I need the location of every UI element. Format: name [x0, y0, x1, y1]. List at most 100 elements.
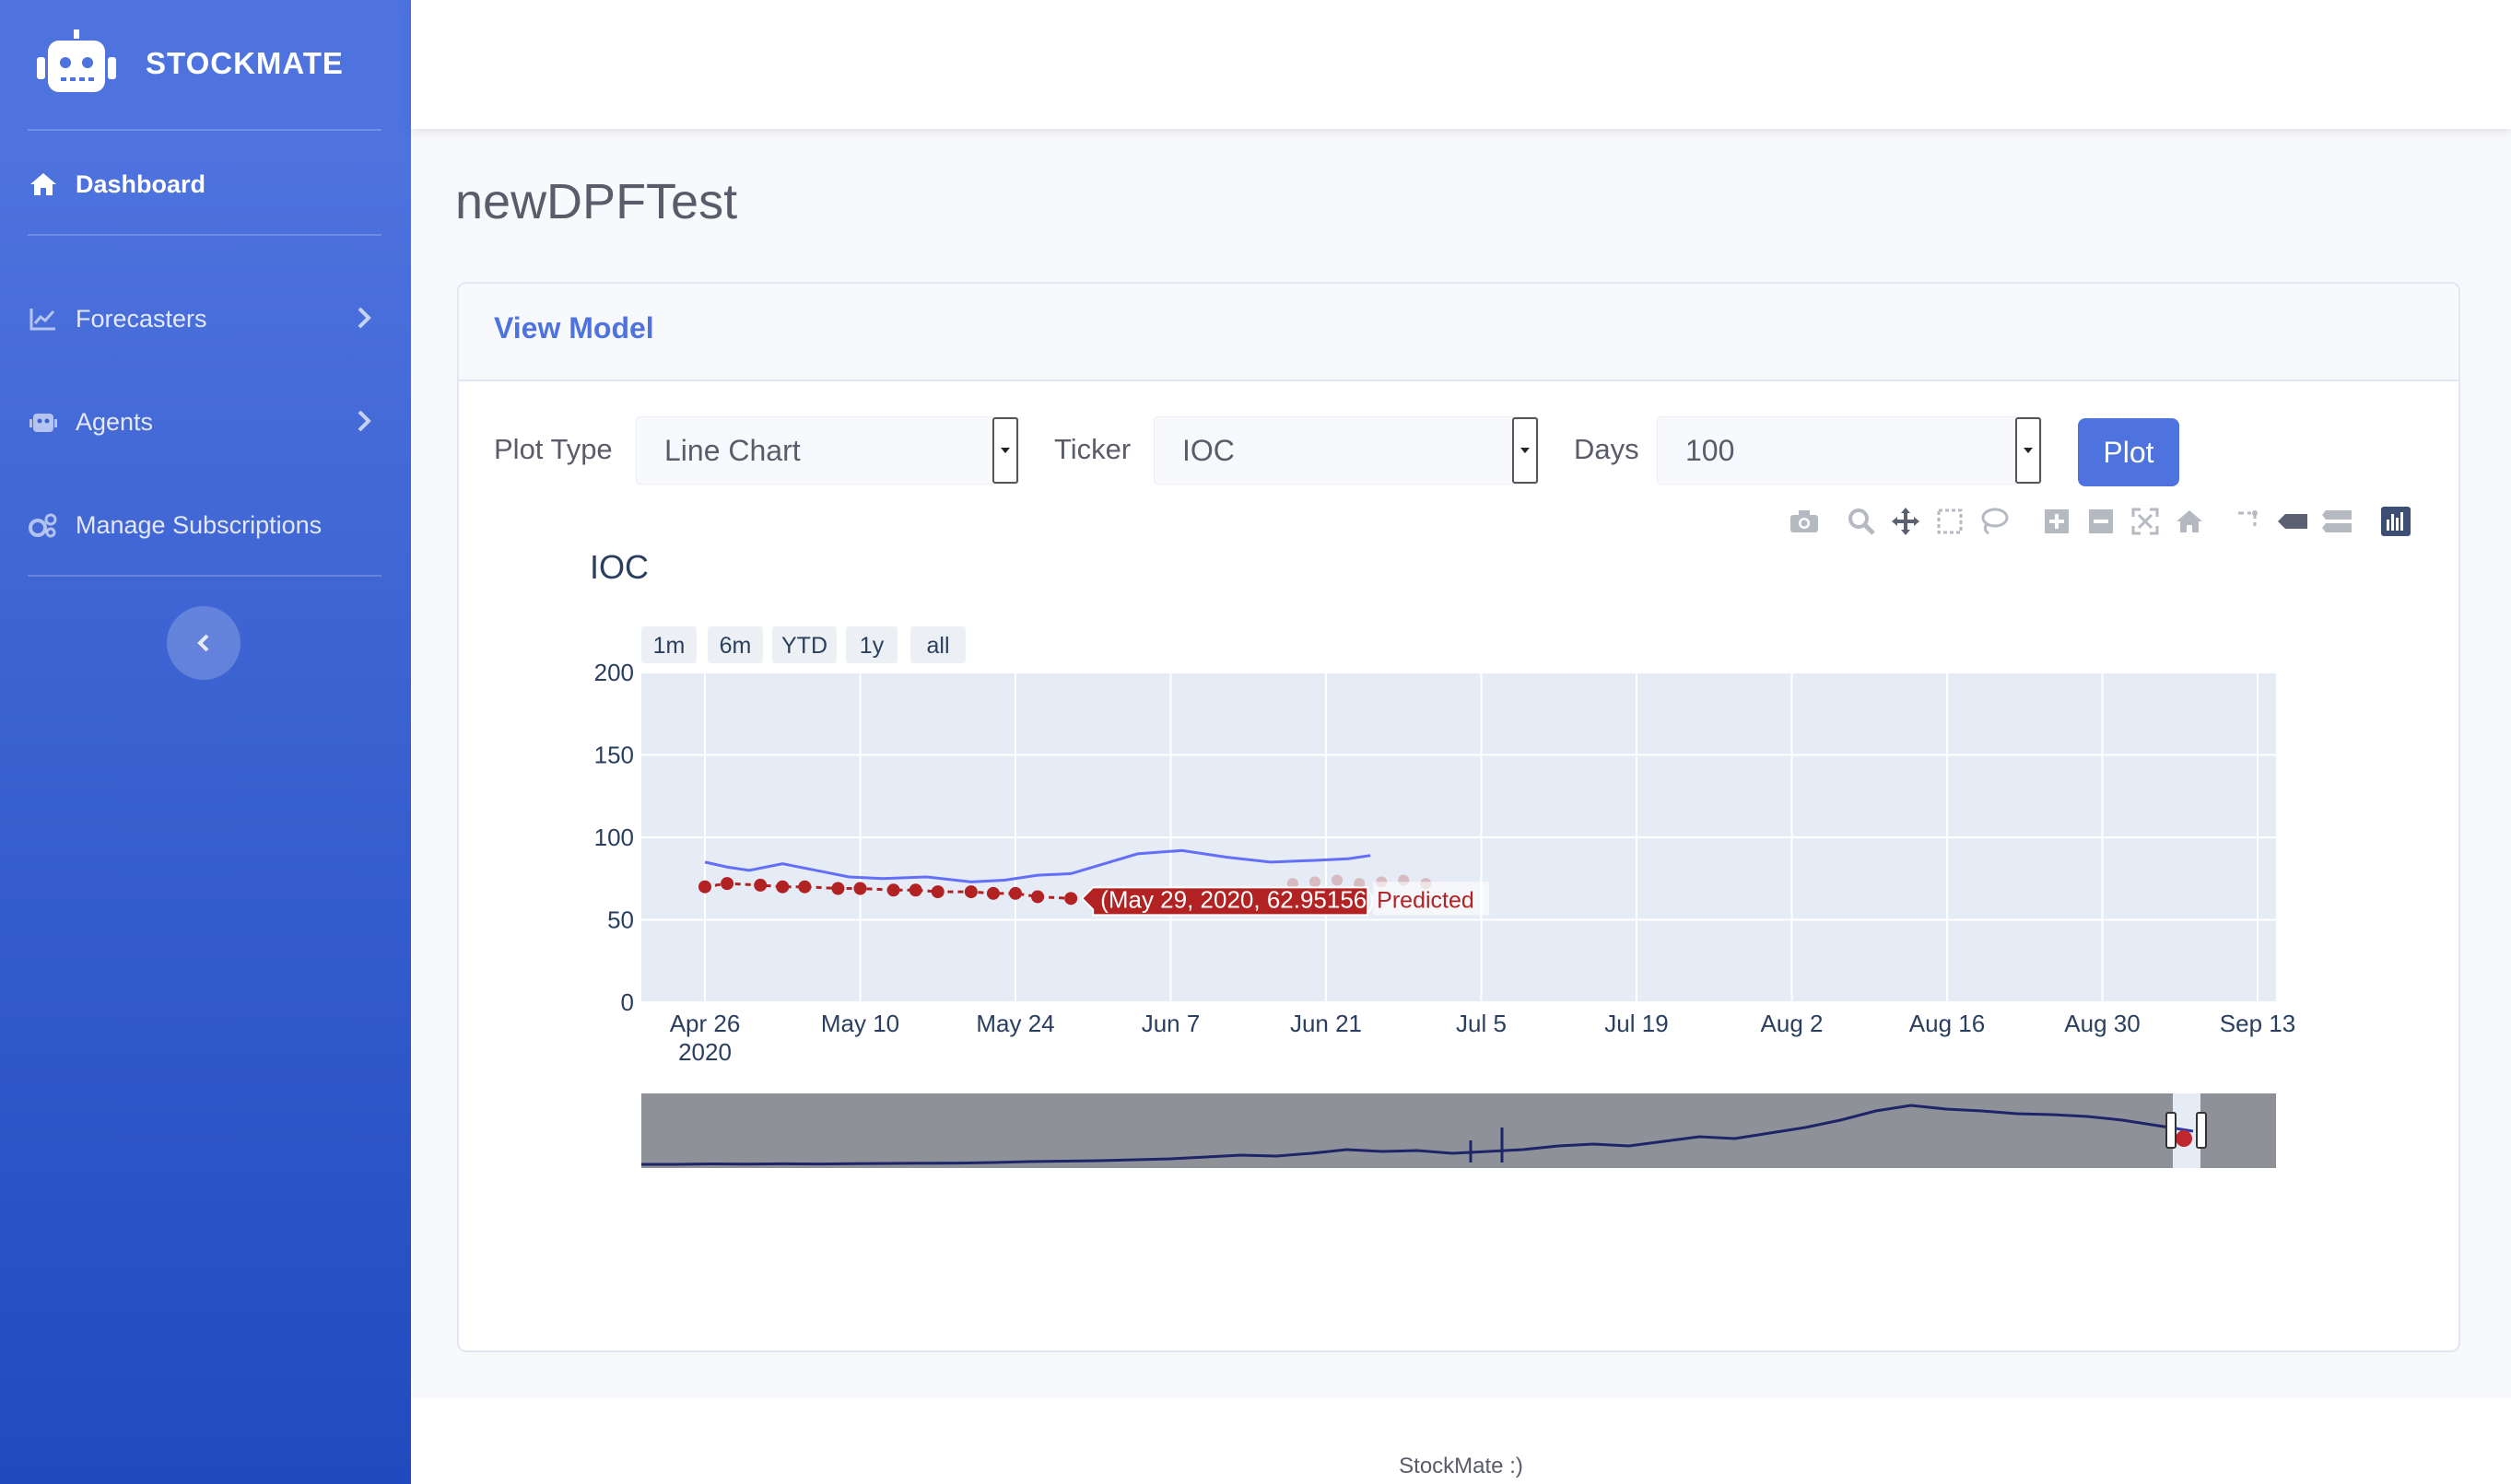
ticker-label: Ticker [1054, 433, 1132, 465]
rangeslider-mask-right [2200, 1093, 2276, 1168]
sidebar-item-forecasters[interactable]: Forecasters [28, 291, 381, 346]
range-button-bg [641, 626, 697, 663]
predicted-point[interactable] [986, 886, 1000, 900]
plot-type-value: Line Chart [664, 434, 801, 467]
predicted-point[interactable] [698, 880, 711, 894]
box-select-icon[interactable] [1933, 505, 1966, 538]
range-button-1m[interactable]: 1m [641, 626, 697, 663]
x-tick-label: Jun 7 [1142, 1010, 1201, 1037]
camera-icon[interactable] [1788, 505, 1821, 538]
x-tick-label: Jul 19 [1604, 1010, 1668, 1037]
chevron-right-icon [356, 306, 372, 336]
dropdown-arrow-icon [1512, 417, 1538, 484]
y-tick-label: 100 [594, 824, 634, 851]
sidebar-item-dashboard[interactable]: Dashboard [28, 157, 381, 212]
x-tick-label: Aug 16 [1909, 1010, 1985, 1037]
card-title: View Model [494, 311, 654, 345]
zoom-icon[interactable] [1845, 505, 1878, 538]
robot-icon [28, 408, 59, 436]
card-header: View Model [459, 284, 2458, 381]
chevron-left-icon [197, 634, 209, 652]
spike-lines-icon[interactable] [2232, 505, 2265, 538]
days-select[interactable]: 100 [1657, 416, 2042, 485]
predicted-point[interactable] [853, 882, 867, 895]
plot-button[interactable]: Plot [2078, 418, 2179, 486]
zoom-out-icon[interactable] [2084, 505, 2118, 538]
rangeslider-mask-left [641, 1093, 2173, 1168]
x-tick-label: Aug 2 [1761, 1010, 1824, 1037]
days-label: Days [1574, 433, 1639, 465]
brand-link[interactable]: STOCKMATE [37, 29, 344, 98]
predicted-point[interactable] [798, 880, 812, 894]
hover-series-name: Predicted [1377, 887, 1474, 913]
rangeslider-handle-right[interactable] [2196, 1112, 2207, 1149]
x-tick-label: Sep 13 [2220, 1010, 2295, 1037]
predicted-faded-point [1354, 878, 1366, 890]
predicted-point[interactable] [1009, 886, 1022, 900]
predicted-point[interactable] [831, 882, 845, 895]
zoom-in-icon[interactable] [2040, 505, 2073, 538]
predicted-point[interactable] [721, 877, 734, 891]
range-button-label: 1m [653, 633, 686, 659]
rangeslider-series-line [641, 1104, 2194, 1166]
brand-name: STOCKMATE [146, 46, 344, 80]
autoscale-icon[interactable] [2129, 505, 2162, 538]
dropdown-arrow-icon [992, 417, 1018, 484]
y-tick-label: 150 [594, 742, 634, 769]
hover-label-text: (May 29, 2020, 62.95156) [1100, 885, 1375, 913]
dropdown-arrow-icon [2015, 417, 2041, 484]
y-tick-label: 0 [621, 988, 634, 1016]
sidebar-item-label: Dashboard [76, 169, 206, 198]
sidebar: STOCKMATE Dashboard Forecasters Agents M… [0, 0, 411, 1484]
sidebar-item-manage-subscriptions[interactable]: Manage Subscriptions [28, 497, 381, 553]
range-button-bg [910, 626, 966, 663]
chevron-right-icon [356, 409, 372, 439]
x-tick-label: Jul 5 [1456, 1010, 1507, 1037]
plotly-logo-icon[interactable] [2379, 505, 2412, 538]
robot-logo-icon [37, 29, 116, 92]
chart-line-icon [28, 305, 59, 333]
predicted-point[interactable] [886, 883, 900, 897]
x-tick-label: May 24 [976, 1010, 1054, 1037]
range-button-label: 6m [720, 633, 752, 659]
range-button-label: all [926, 633, 949, 659]
plot-type-select[interactable]: Line Chart [636, 416, 1019, 485]
range-button-bg [708, 626, 763, 663]
rangeslider-predicted-marker [2176, 1130, 2192, 1147]
plot-type-label: Plot Type [494, 433, 613, 465]
predicted-point[interactable] [931, 885, 945, 899]
sidebar-divider [28, 234, 381, 236]
predicted-point[interactable] [754, 878, 768, 892]
hover-compare-icon[interactable] [2320, 505, 2353, 538]
ticker-select[interactable]: IOC [1154, 416, 1539, 485]
x-tick-label: May 10 [821, 1010, 899, 1037]
rangeslider-handle-left[interactable] [2165, 1112, 2177, 1149]
rangeslider-background [641, 1093, 2276, 1168]
actual-series-line [704, 848, 1371, 883]
sidebar-item-label: Forecasters [76, 304, 207, 333]
predicted-point[interactable] [776, 880, 790, 894]
range-button-all[interactable]: all [910, 626, 966, 663]
x-tick-year-label: 2020 [678, 1038, 732, 1066]
predicted-point[interactable] [1031, 890, 1045, 904]
sidebar-divider [28, 575, 381, 577]
sidebar-toggle-button[interactable] [167, 606, 241, 680]
lasso-select-icon[interactable] [1977, 505, 2011, 538]
range-button-1y[interactable]: 1y [846, 626, 898, 663]
hover-closest-icon[interactable] [2276, 505, 2309, 538]
predicted-point[interactable] [909, 883, 922, 897]
predicted-point[interactable] [964, 885, 978, 899]
x-tick-label: Aug 30 [2064, 1010, 2140, 1037]
footer-text: StockMate :) [1399, 1454, 1523, 1478]
predicted-point[interactable] [1064, 892, 1078, 906]
sidebar-divider [28, 129, 381, 131]
pan-icon[interactable] [1889, 505, 1922, 538]
range-button-ytd[interactable]: YTD [772, 626, 837, 663]
reset-axes-icon[interactable] [2173, 505, 2206, 538]
x-tick-label: Jun 21 [1290, 1010, 1362, 1037]
footer: StockMate :) [411, 1398, 2511, 1484]
y-tick-label: 200 [594, 659, 634, 686]
range-button-6m[interactable]: 6m [708, 626, 763, 663]
sidebar-item-agents[interactable]: Agents [28, 394, 381, 450]
